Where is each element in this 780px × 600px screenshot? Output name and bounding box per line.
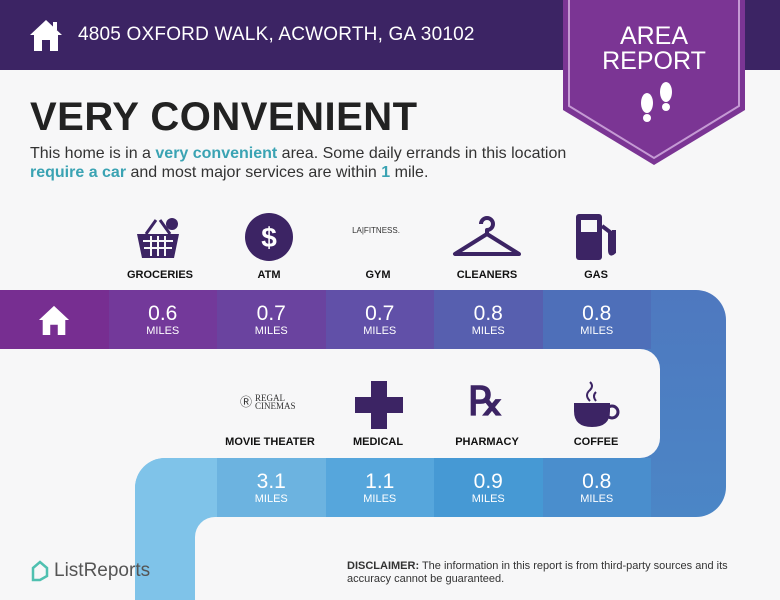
listreports-logo-icon: [31, 560, 49, 582]
home-icon: [30, 20, 62, 51]
distance-atm: 0.7 MILES: [217, 290, 326, 349]
hanger-icon: [453, 216, 521, 256]
medical-cross-icon: [355, 381, 403, 429]
distance-medical: 1.1 MILES: [325, 458, 434, 517]
label-gas: GAS: [584, 269, 608, 281]
distance-coffee: 0.8 MILES: [542, 458, 651, 517]
home-icon: [39, 305, 70, 335]
distance-gas: 0.8 MILES: [542, 290, 651, 349]
rx-icon: ℞: [468, 379, 504, 424]
label-cleaners: CLEANERS: [456, 269, 518, 281]
label-movie-theater: MOVIE THEATER: [225, 436, 315, 448]
label-gym: GYM: [365, 269, 391, 281]
label-atm: ATM: [257, 269, 281, 281]
footprints-icon: [641, 82, 672, 122]
coffee-cup-icon: [574, 381, 620, 427]
svg-text:$: $: [261, 222, 277, 253]
distance-cleaners: 0.8 MILES: [434, 290, 543, 349]
gas-pump-icon: [576, 214, 616, 260]
la-fitness-logo: LA|FITNESS.: [352, 226, 400, 235]
highlight: 1: [381, 164, 391, 181]
page-title: VERY CONVENIENT: [30, 95, 418, 139]
badge-line-1: AREA: [619, 22, 689, 50]
distance-pharmacy: 0.9 MILES: [434, 458, 543, 517]
label-medical: MEDICAL: [352, 436, 404, 448]
badge-line-2: REPORT: [602, 47, 706, 75]
description: This home is in a very convenient area. …: [30, 145, 567, 181]
highlight: require a car: [30, 164, 127, 181]
label-coffee: COFFEE: [573, 436, 619, 448]
label-pharmacy: PHARMACY: [455, 436, 519, 448]
highlight: very convenient: [155, 145, 278, 162]
property-address: 4805 OXFORD WALK, ACWORTH, GA 30102: [78, 24, 475, 45]
area-report-badge: [563, 0, 745, 165]
grocery-basket-icon: [137, 218, 179, 258]
distance-band-1: 0.6 MILES 0.7 MILES 0.7 MILES 0.8 MILES 0.8 M…: [0, 290, 651, 349]
label-groceries: GROCERIES: [126, 269, 193, 281]
regal-cinemas-logo: Ⓡ REGAL CINEMAS: [240, 392, 296, 411]
listreports-logo: ListReports: [30, 560, 150, 582]
distance-gym: 0.7 MILES: [325, 290, 434, 349]
disclaimer: DISCLAIMER: The information in this repo…: [347, 560, 728, 585]
distance-movie-theater: 3.1 MILES: [217, 458, 326, 517]
distance-groceries: 0.6 MILES: [108, 290, 217, 349]
distance-band-2: 3.1 MILES 1.1 MILES 0.9 MILES 0.8 MILES: [217, 458, 651, 517]
dollar-icon: $: [245, 213, 293, 261]
